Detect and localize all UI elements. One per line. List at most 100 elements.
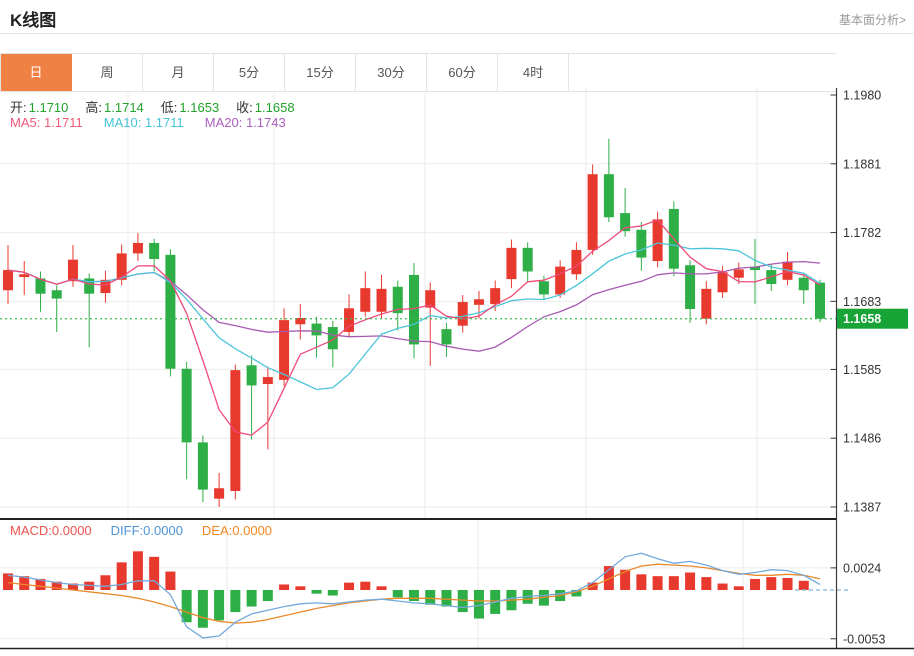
close-readout: 收: 1.1658 xyxy=(236,100,295,115)
macd-bar xyxy=(3,573,13,590)
macd-bar xyxy=(344,582,355,590)
macd-bar xyxy=(571,589,582,597)
candle xyxy=(181,368,192,443)
ma10-line xyxy=(7,242,821,391)
candle xyxy=(409,274,419,345)
y-axis-label: 1.1683 xyxy=(843,295,881,309)
candle xyxy=(165,254,176,369)
ma-readout: MA5: 1.1711 MA10: 1.1711 MA20: 1.1743 xyxy=(10,115,307,130)
candle xyxy=(19,274,30,278)
macd-bar xyxy=(766,577,777,590)
tab-5min[interactable]: 5分 xyxy=(214,54,285,91)
candle xyxy=(295,318,306,325)
candle xyxy=(149,242,160,259)
macd-bar xyxy=(473,589,484,619)
ma-lines-layer xyxy=(7,219,821,436)
macd-bar xyxy=(230,589,241,613)
candle xyxy=(67,259,78,282)
candle xyxy=(733,269,744,278)
macd-bar xyxy=(425,589,436,605)
candle xyxy=(652,219,663,262)
macd-bar xyxy=(246,589,257,607)
macd-bar xyxy=(100,575,111,590)
candle xyxy=(571,249,582,275)
macd-bar xyxy=(376,586,387,590)
macd-bar xyxy=(149,556,160,590)
y-axis-label: 1.1980 xyxy=(843,89,881,103)
macd-bar xyxy=(51,581,62,590)
macd-bar xyxy=(409,589,419,602)
candle xyxy=(490,288,501,305)
macd-bar xyxy=(441,589,452,607)
candle xyxy=(35,278,46,294)
current-price-badge-label: 1.1658 xyxy=(843,312,881,326)
macd-bar xyxy=(636,574,647,590)
macd-bar xyxy=(717,583,728,590)
diff-value-readout: DIFF:0.0000 xyxy=(110,523,183,538)
candle xyxy=(360,288,371,312)
macd-bar xyxy=(457,589,468,613)
y-axis-label: 1.1585 xyxy=(843,363,881,377)
candle xyxy=(262,377,273,385)
candle xyxy=(344,308,355,332)
candle xyxy=(197,442,208,490)
tab-30min[interactable]: 30分 xyxy=(356,54,427,91)
candle xyxy=(620,213,631,232)
tab-4hour[interactable]: 4时 xyxy=(498,54,569,91)
tab-month[interactable]: 月 xyxy=(143,54,214,91)
macd-bar xyxy=(668,576,679,590)
period-tabbar: 日 周 月 5分 15分 30分 60分 4时 xyxy=(0,53,836,92)
macd-bar xyxy=(701,577,712,590)
macd-bar xyxy=(733,586,744,590)
ma5-readout: MA5: 1.1711 xyxy=(10,115,83,130)
dea-line xyxy=(7,563,821,624)
high-readout: 高: 1.1714 xyxy=(85,100,144,115)
candle xyxy=(279,320,290,380)
candle xyxy=(782,261,793,280)
macd-bar xyxy=(311,589,322,594)
candle xyxy=(603,174,614,218)
macd-bar xyxy=(327,589,338,596)
candle xyxy=(132,242,143,254)
macd-bar xyxy=(620,569,631,590)
candle xyxy=(214,488,225,499)
candle xyxy=(587,174,598,250)
macd-bar xyxy=(603,566,614,590)
y-axis-label: 1.1387 xyxy=(843,501,881,515)
candle xyxy=(3,270,13,291)
ohlc-readout: 开: 1.1710 高: 1.1714 低: 1.1653 收: 1.1658 xyxy=(10,97,312,116)
ma10-readout: MA10: 1.1711 xyxy=(103,115,184,130)
macd-bar xyxy=(279,584,290,590)
y-axis-label: 1.1881 xyxy=(843,157,881,171)
candle xyxy=(815,282,825,319)
y-axis-label: -0.0053 xyxy=(843,632,885,646)
candle xyxy=(230,370,241,492)
candle xyxy=(473,299,484,305)
macd-bar xyxy=(295,586,306,590)
macd-bar xyxy=(116,562,127,590)
candle xyxy=(376,288,387,312)
candle xyxy=(51,290,62,299)
macd-value-readout: MACD:0.0000 xyxy=(10,523,92,538)
macd-bar xyxy=(132,551,143,590)
fundamental-analysis-link[interactable]: 基本面分析> xyxy=(838,13,906,27)
y-axis-label: 1.1486 xyxy=(843,432,881,446)
candle xyxy=(327,327,338,350)
macd-bar xyxy=(181,589,192,623)
macd-bar xyxy=(360,581,371,590)
macd-bar xyxy=(262,589,273,602)
macd-bar xyxy=(798,580,809,590)
macd-bar xyxy=(782,578,793,590)
ma20-readout: MA20: 1.1743 xyxy=(204,115,286,130)
tab-day[interactable]: 日 xyxy=(0,54,72,91)
tab-week[interactable]: 周 xyxy=(72,54,143,91)
open-readout: 开: 1.1710 xyxy=(10,100,69,115)
macd-readout: MACD:0.0000 DIFF:0.0000 DEA:0.0000 xyxy=(10,523,291,538)
macd-bar xyxy=(685,572,696,590)
tab-60min[interactable]: 60分 xyxy=(427,54,498,91)
tab-15min[interactable]: 15分 xyxy=(285,54,356,91)
page-title: K线图 xyxy=(10,11,57,30)
macd-bar xyxy=(35,578,46,590)
